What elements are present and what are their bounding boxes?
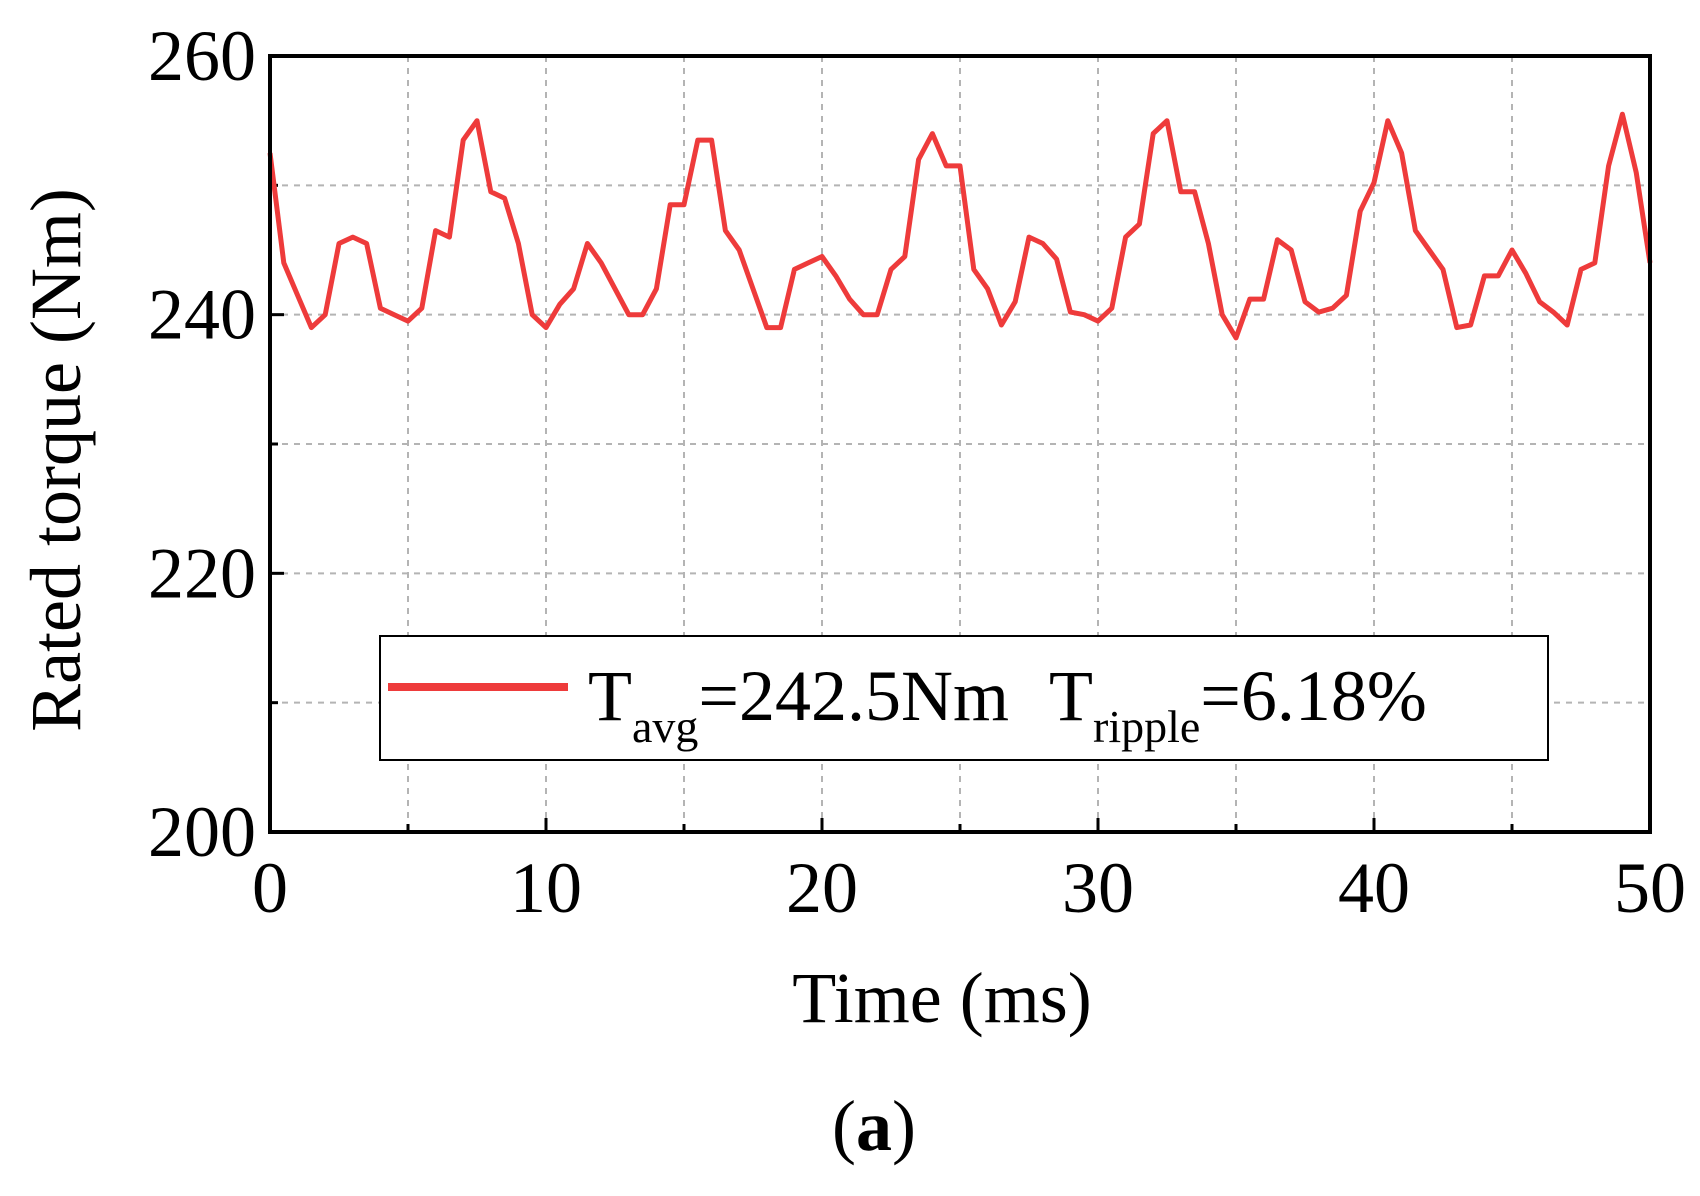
panel-label-open: ( bbox=[832, 1086, 856, 1166]
legend-avg-subscript: avg bbox=[632, 701, 698, 752]
torque-series-line bbox=[267, 111, 1653, 341]
panel-label: (a) bbox=[832, 1086, 916, 1166]
legend-t-avg: T bbox=[588, 656, 632, 736]
y-tick-label: 260 bbox=[148, 16, 256, 96]
legend-avg-value: =242.5Nm bbox=[698, 656, 1009, 736]
panel-label-letter: a bbox=[856, 1086, 892, 1166]
x-tick-label: 40 bbox=[1338, 848, 1410, 928]
x-tick-label: 20 bbox=[786, 848, 858, 928]
legend-box bbox=[379, 635, 1549, 761]
y-tick-label: 200 bbox=[148, 792, 256, 872]
x-tick-label: 50 bbox=[1614, 848, 1686, 928]
plot-frame bbox=[268, 54, 1652, 834]
x-axis-title: Time (ms) bbox=[792, 958, 1091, 1038]
tick-labels: 0 10 20 30 40 50 200 220 240 260 bbox=[148, 16, 1686, 928]
legend-ripple-value: =6.18% bbox=[1200, 656, 1427, 736]
legend-t-ripple: T bbox=[1049, 656, 1093, 736]
y-tick-label: 240 bbox=[148, 275, 256, 355]
legend-label: Tavg=242.5Nm Tripple=6.18% bbox=[588, 656, 1427, 752]
x-tick-label: 30 bbox=[1062, 848, 1134, 928]
x-tick-label: 10 bbox=[510, 848, 582, 928]
x-tick-label: 0 bbox=[252, 848, 288, 928]
y-tick-label: 220 bbox=[148, 533, 256, 613]
y-axis-title: Rated torque (Nm) bbox=[16, 188, 96, 732]
legend: Tavg=242.5Nm Tripple=6.18% bbox=[379, 635, 1549, 761]
legend-ripple-subscript: ripple bbox=[1093, 701, 1200, 752]
panel-label-close: ) bbox=[892, 1086, 916, 1166]
